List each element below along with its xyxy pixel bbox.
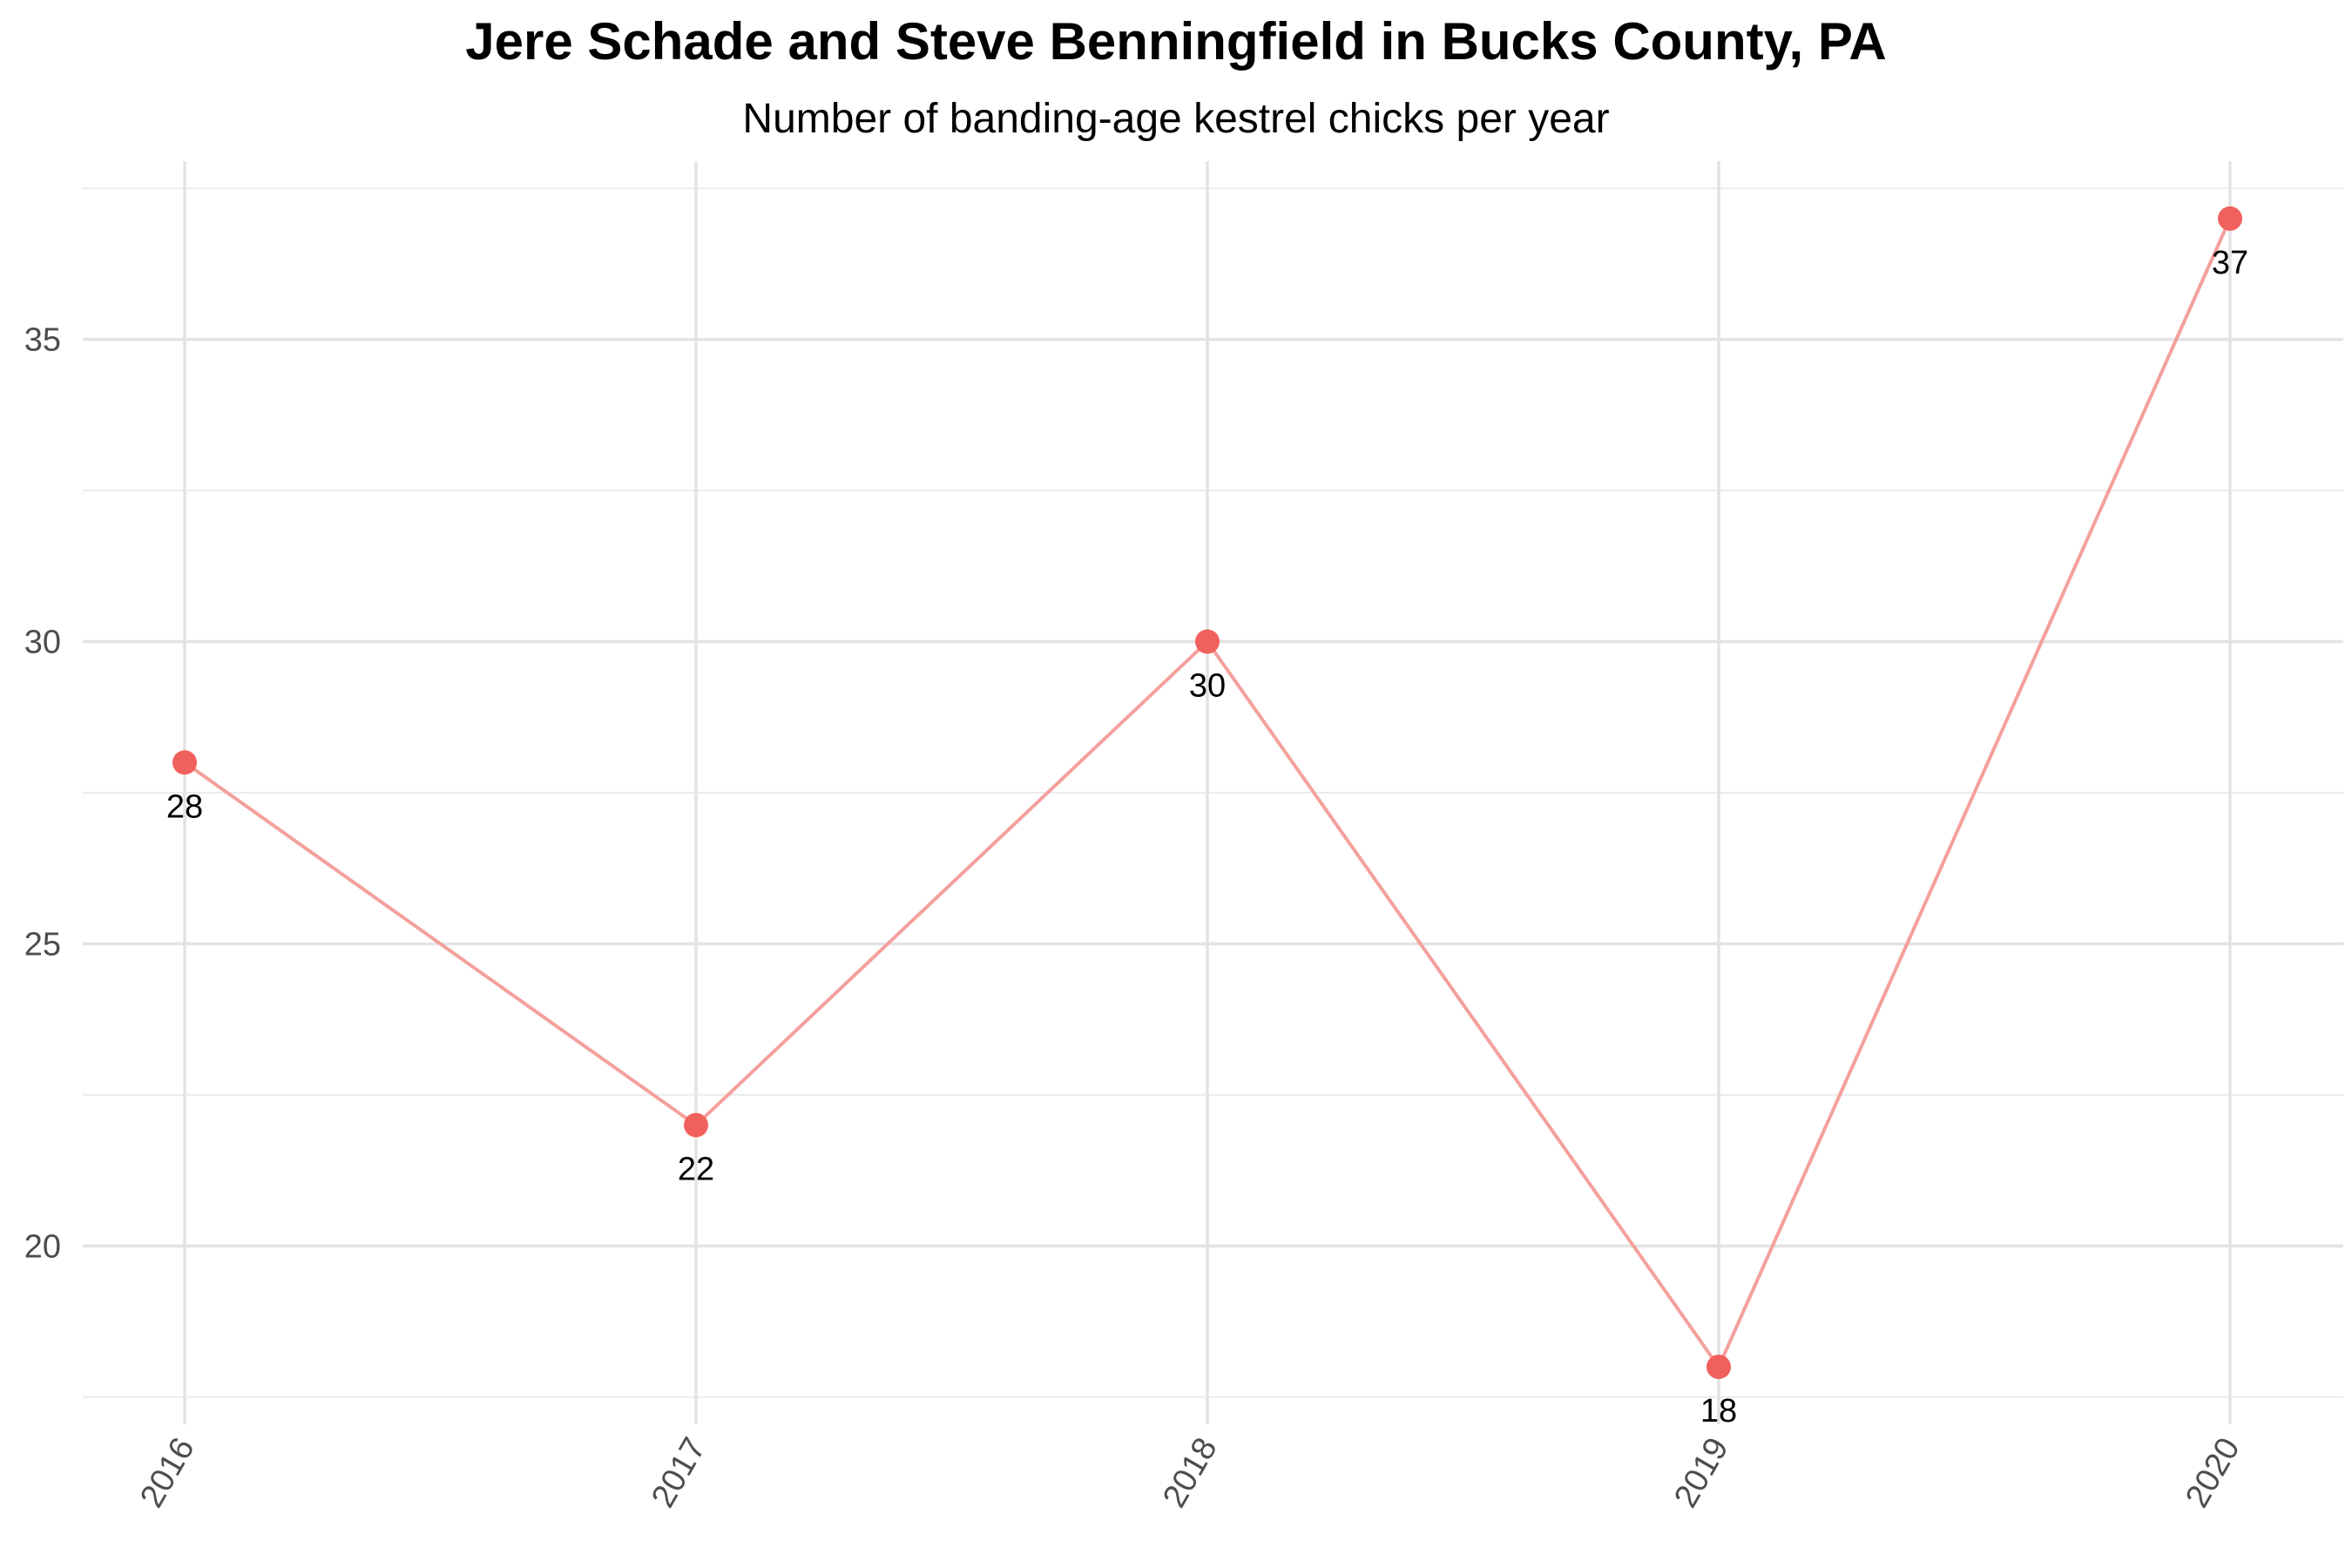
grid-lines <box>83 161 2343 1424</box>
y-axis-tick-labels: 20 25 30 35 <box>24 322 61 1266</box>
chart-subtitle: Number of banding-age kestrel chicks per… <box>742 96 1609 142</box>
data-point <box>684 1112 708 1138</box>
x-tick-label: 2019 <box>1667 1432 1736 1514</box>
data-point <box>2218 206 2242 231</box>
x-tick-label: 2018 <box>1156 1432 1225 1514</box>
y-tick-label: 30 <box>24 625 61 661</box>
y-tick-label: 20 <box>24 1228 61 1265</box>
data-point <box>1195 629 1220 654</box>
x-axis-tick-labels: 2016 2017 2018 2019 2020 <box>133 1432 2247 1514</box>
data-point <box>172 750 197 775</box>
chart-title: Jere Schade and Steve Benningfield in Bu… <box>465 12 1886 71</box>
x-tick-label: 2016 <box>133 1432 202 1514</box>
data-label: 28 <box>166 788 203 825</box>
y-tick-label: 35 <box>24 322 61 359</box>
data-label: 22 <box>678 1152 714 1188</box>
data-label: 30 <box>1189 668 1226 705</box>
y-tick-label: 25 <box>24 926 61 963</box>
data-point <box>1707 1355 1731 1380</box>
data-labels: 28 22 30 18 37 <box>166 245 2248 1429</box>
x-tick-label: 2020 <box>2179 1432 2247 1514</box>
series-plot <box>172 206 2242 1380</box>
x-tick-label: 2017 <box>645 1432 713 1514</box>
data-label: 18 <box>1700 1393 1737 1429</box>
data-label: 37 <box>2212 245 2248 281</box>
